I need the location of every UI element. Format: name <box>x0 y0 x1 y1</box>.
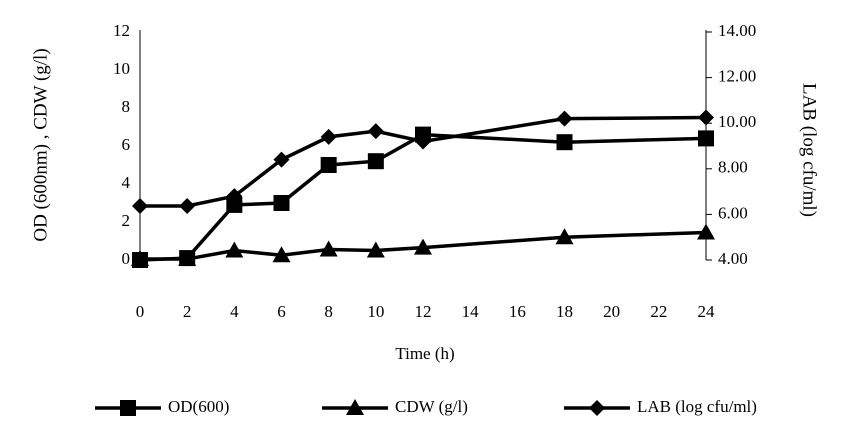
marker <box>273 151 290 168</box>
x-tick-label: 10 <box>367 302 384 321</box>
x-tick-label: 20 <box>603 302 620 321</box>
y-axis-label: OD (600nm) , CDW (g/l) <box>30 48 51 241</box>
marker <box>132 197 148 214</box>
y-tick-label: 10 <box>113 59 130 78</box>
x-tick-label: 18 <box>556 302 573 321</box>
y2-tick-label: 6.00 <box>718 203 748 222</box>
x-tick-label: 22 <box>650 302 667 321</box>
x-tick-label: 14 <box>462 302 480 321</box>
marker <box>319 240 338 257</box>
marker <box>178 250 197 267</box>
marker <box>556 110 573 127</box>
x-axis-label: Time (h) <box>395 344 454 363</box>
marker <box>697 223 715 240</box>
x-tick-label: 16 <box>509 302 526 321</box>
x-tick-label: 8 <box>324 302 333 321</box>
x-tick-label: 0 <box>136 302 145 321</box>
marker <box>589 400 605 416</box>
marker <box>131 250 149 267</box>
marker <box>414 238 432 255</box>
marker <box>225 241 244 258</box>
y2-tick-label: 14.00 <box>718 21 756 40</box>
legend-label: OD(600) <box>168 397 229 416</box>
y-tick-label: 2 <box>122 211 131 230</box>
y-tick-label: 6 <box>122 135 131 154</box>
marker <box>346 399 364 415</box>
marker <box>698 109 714 126</box>
x-tick-label: 2 <box>183 302 192 321</box>
y2-tick-label: 10.00 <box>718 112 756 131</box>
y2-axis-label: LAB (log cfu/ml) <box>799 83 820 217</box>
y2-tick-label: 12.00 <box>718 67 756 86</box>
y-tick-label: 0 <box>122 249 131 268</box>
marker <box>273 195 290 211</box>
y2-tick-label: 8.00 <box>718 158 748 177</box>
marker <box>226 196 243 213</box>
y-tick-label: 12 <box>113 21 130 40</box>
marker <box>367 153 384 170</box>
marker <box>179 197 196 214</box>
marker <box>320 128 337 145</box>
marker <box>320 157 337 173</box>
marker <box>226 188 243 205</box>
x-tick-label: 24 <box>698 302 716 321</box>
marker <box>367 123 384 140</box>
marker <box>120 400 136 416</box>
legend-label: LAB (log cfu/ml) <box>637 397 757 416</box>
marker <box>555 228 574 245</box>
y-tick-label: 8 <box>122 97 131 116</box>
marker <box>556 134 573 151</box>
x-tick-label: 4 <box>230 302 239 321</box>
marker <box>366 241 385 258</box>
marker <box>415 133 431 150</box>
marker <box>698 130 714 147</box>
x-tick-label: 12 <box>415 302 432 321</box>
y2-tick-label: 4.00 <box>718 249 748 268</box>
legend-label: CDW (g/l) <box>395 397 468 416</box>
x-tick-label: 6 <box>277 302 286 321</box>
marker <box>272 246 291 263</box>
y-tick-label: 4 <box>122 173 131 192</box>
